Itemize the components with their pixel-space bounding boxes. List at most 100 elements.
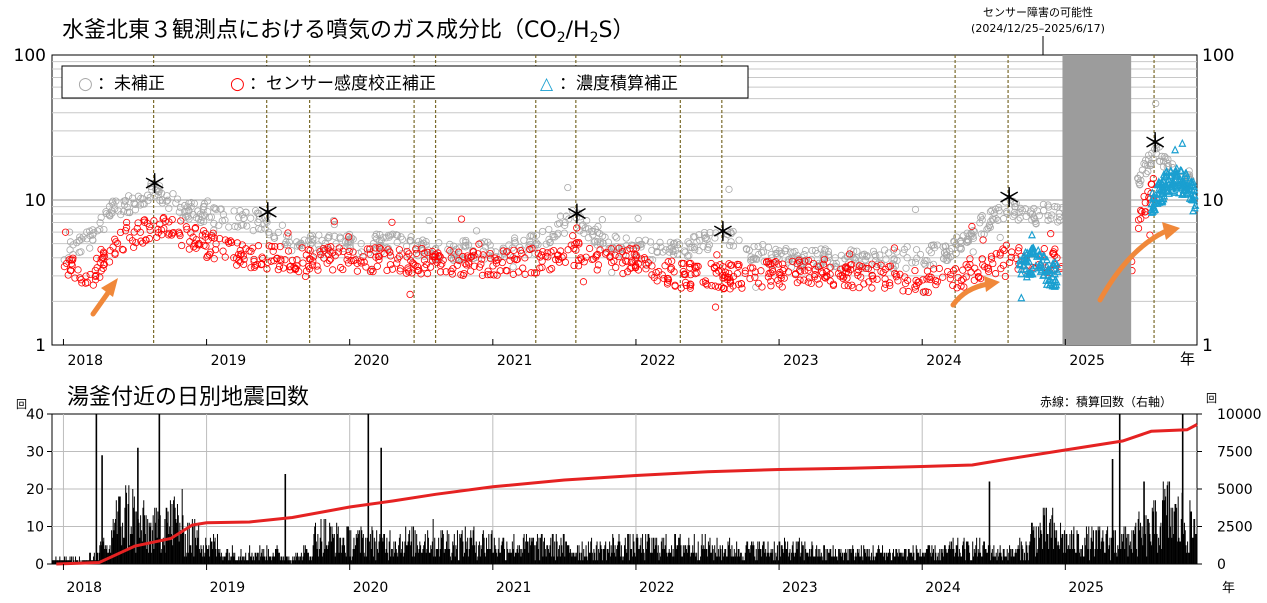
data-point (371, 244, 379, 252)
data-point-triangle: △ (1174, 169, 1181, 179)
data-point (484, 267, 492, 275)
data-point (979, 236, 987, 244)
data-point (593, 250, 602, 258)
x-tick-label: 2020 (353, 580, 389, 596)
data-point-triangle: △ (1192, 200, 1199, 210)
data-point (198, 213, 206, 221)
data-point (877, 267, 885, 276)
data-point (475, 240, 483, 248)
data-point-triangle: △ (1028, 269, 1035, 279)
data-point (989, 259, 997, 268)
data-point (547, 248, 555, 256)
data-point (714, 283, 723, 291)
data-point (881, 265, 889, 274)
data-point (290, 263, 298, 271)
y-tick-label: 30 (26, 445, 44, 461)
data-point-triangle: △ (1154, 189, 1161, 199)
data-point (210, 226, 218, 234)
data-point (758, 283, 766, 291)
data-point (671, 282, 679, 290)
data-point (146, 226, 154, 234)
data-point-triangle: △ (1152, 196, 1159, 206)
data-point (265, 242, 273, 250)
data-point (779, 266, 787, 275)
data-point (666, 238, 674, 246)
data-point (173, 195, 182, 203)
data-point (726, 279, 735, 287)
data-point (459, 271, 467, 279)
data-point (564, 183, 572, 192)
legend-uncorrected: ：未補正 (97, 74, 165, 94)
data-point (670, 268, 678, 276)
data-point-triangle: △ (1158, 197, 1165, 207)
data-point (741, 269, 749, 277)
data-point (545, 225, 553, 234)
data-point-triangle: △ (1190, 195, 1197, 205)
data-point (319, 244, 328, 253)
asterisk-marker: ＊ (142, 170, 168, 200)
data-point (305, 237, 313, 245)
data-point (968, 222, 976, 231)
data-point-triangle: △ (1183, 182, 1190, 192)
data-point (297, 240, 305, 248)
data-point (935, 264, 943, 273)
data-point (420, 249, 428, 257)
data-point (713, 251, 721, 259)
data-point (403, 247, 411, 256)
data-point (191, 240, 199, 248)
data-point (339, 244, 348, 253)
data-point (641, 255, 649, 264)
data-point-triangle: △ (1188, 178, 1195, 188)
data-point-triangle: △ (1182, 171, 1189, 181)
data-point (353, 267, 361, 275)
data-point-triangle: △ (1027, 248, 1034, 258)
data-point (725, 274, 733, 282)
data-point (157, 189, 166, 197)
data-point (75, 248, 83, 257)
data-point-triangle: △ (1026, 256, 1033, 266)
data-point-triangle: △ (1189, 179, 1196, 189)
data-point (946, 275, 954, 283)
data-point (1003, 208, 1011, 216)
data-point (161, 217, 169, 225)
data-point (986, 208, 995, 216)
data-point (953, 284, 961, 292)
data-point (960, 283, 968, 291)
gas-y-axis-right: 1 10 100 (1202, 46, 1234, 356)
data-point-triangle: △ (1173, 164, 1180, 174)
data-point (793, 260, 801, 268)
data-point (77, 276, 85, 284)
data-point-triangle: △ (1186, 184, 1193, 194)
data-point (200, 217, 208, 226)
data-point (991, 270, 1000, 278)
data-point-triangle: △ (1044, 266, 1051, 276)
data-point (719, 271, 727, 279)
data-point-triangle: △ (1159, 187, 1166, 197)
data-point (349, 248, 357, 256)
data-point-triangle: △ (1043, 255, 1050, 265)
data-point (648, 271, 656, 279)
data-point-triangle: △ (1049, 272, 1056, 282)
data-point-triangle: △ (1046, 275, 1053, 285)
data-point-triangle: △ (1023, 272, 1030, 282)
data-point (486, 241, 494, 249)
data-point (916, 250, 925, 259)
data-point (444, 245, 452, 254)
data-point (652, 243, 660, 251)
data-point (1134, 224, 1143, 232)
data-point (1014, 216, 1022, 224)
data-point-triangle: △ (1018, 269, 1025, 279)
data-point-triangle: △ (1182, 190, 1189, 200)
data-point (899, 249, 907, 257)
data-point (733, 260, 742, 268)
gas-ratio-chart: 水釜北東３観測点における噴気のガス成分比（CO2/H2S） センサー障害の可能性… (14, 5, 1235, 369)
data-point (210, 204, 218, 212)
data-point (681, 248, 689, 256)
data-point (383, 266, 391, 274)
data-point (868, 284, 876, 292)
data-point (893, 256, 901, 265)
data-point-triangle: △ (1021, 254, 1028, 264)
data-point (863, 252, 871, 260)
data-point-triangle: △ (1022, 248, 1029, 258)
data-point (420, 256, 429, 264)
